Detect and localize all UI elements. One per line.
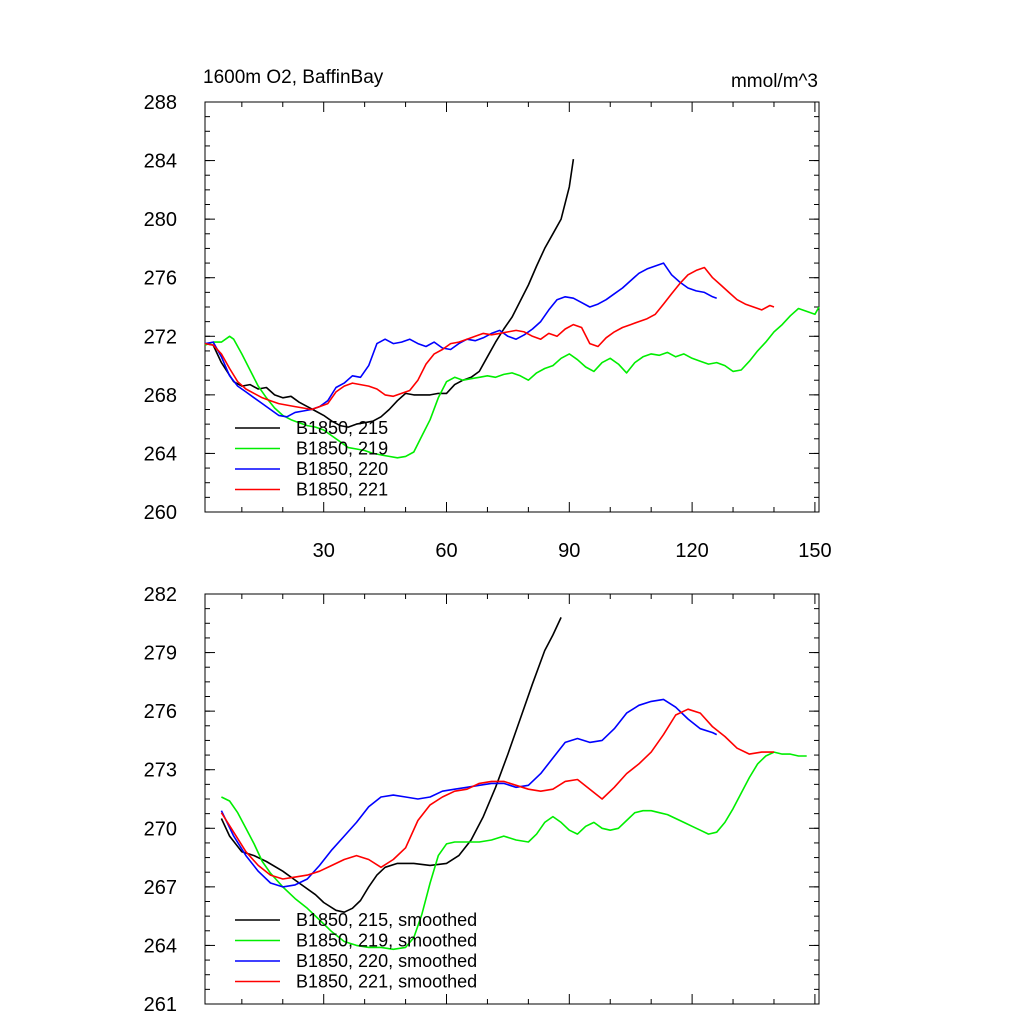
y-tick-label: 264: [144, 935, 177, 957]
series-group: [220, 617, 807, 951]
y-tick-label: 264: [144, 443, 177, 465]
y-tick-label: 267: [144, 877, 177, 899]
y-tick-label: 270: [144, 818, 177, 840]
x-tick-label: 120: [675, 540, 708, 562]
x-tick-label: 150: [798, 540, 831, 562]
series-line-3: [204, 266, 775, 411]
legend-label: B1850, 219: [296, 439, 388, 459]
series-line-1: [204, 306, 820, 459]
y-tick-label: 276: [144, 268, 177, 290]
legend-label: B1850, 220, smoothed: [296, 951, 477, 971]
series-line-2: [204, 262, 717, 418]
y-tick-label: 288: [144, 92, 177, 114]
y-tick-label: 279: [144, 643, 177, 665]
y-tick-label: 273: [144, 760, 177, 782]
x-tick-label: 90: [558, 540, 580, 562]
series-line-3: [220, 708, 774, 880]
series-line-1: [221, 751, 807, 951]
y-tick-label: 280: [144, 209, 177, 231]
units-label: mmol/m^3: [731, 71, 818, 92]
x-tick-label: 60: [435, 540, 457, 562]
legend-label: B1850, 215: [296, 418, 388, 438]
series-line-0: [204, 158, 575, 428]
top-panel: 1600m O2, BaffinBay mmol/m^3 260 264 268 27…: [144, 67, 832, 562]
legend-label: B1850, 219, smoothed: [296, 931, 477, 951]
legend-label: B1850, 215, smoothed: [296, 910, 477, 930]
x-tick-label: 30: [313, 540, 335, 562]
legend-label: B1850, 220: [296, 459, 388, 479]
series-line-0: [220, 617, 562, 914]
panel-title: 1600m O2, BaffinBay: [203, 67, 384, 88]
series-group: [204, 158, 820, 459]
y-tick-label: 260: [144, 502, 177, 524]
y-tick-label: 276: [144, 701, 177, 723]
axis-ticks: 260 264 268 272 276 280 284 288 30 60 90 120 150: [144, 92, 832, 562]
axis-ticks: 261 264 267 270 273 276 279 282: [144, 584, 819, 1016]
y-tick-label: 282: [144, 584, 177, 606]
bottom-panel: 261 264 267 270 273 276 279 282 B1850, 215, smo…: [144, 584, 820, 1016]
legend-label: B1850, 221: [296, 480, 388, 500]
legend-label: B1850, 221, smoothed: [296, 972, 477, 992]
y-tick-label: 272: [144, 326, 177, 348]
y-tick-label: 284: [144, 151, 177, 173]
y-tick-label: 268: [144, 385, 177, 407]
series-line-2: [220, 698, 718, 888]
y-tick-label: 261: [144, 994, 177, 1016]
